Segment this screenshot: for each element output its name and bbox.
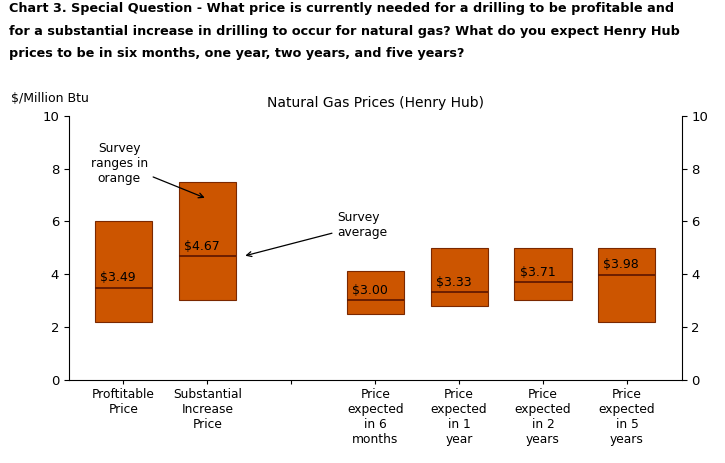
Text: $3.33: $3.33 [436,275,471,288]
Text: $3.71: $3.71 [520,266,555,279]
Bar [431,248,488,306]
Text: for a substantial increase in drilling to occur for natural gas? What do you exp: for a substantial increase in drilling t… [9,25,679,38]
Bar [598,248,655,322]
Bar [347,271,404,314]
Bar [95,221,152,322]
Text: prices to be in six months, one year, two years, and five years?: prices to be in six months, one year, tw… [9,47,464,60]
Title: Natural Gas Prices (Henry Hub): Natural Gas Prices (Henry Hub) [267,96,484,110]
Text: $3.49: $3.49 [100,271,136,284]
Text: $/Million Btu: $/Million Btu [11,92,88,105]
Text: $4.67: $4.67 [184,240,220,253]
Text: $3.00: $3.00 [352,284,388,297]
Text: $3.98: $3.98 [603,258,639,271]
Bar [515,248,571,300]
Text: Survey
ranges in
orange: Survey ranges in orange [91,142,204,198]
Bar [179,181,236,300]
Text: Survey
average: Survey average [247,211,388,257]
Text: Chart 3. Special Question - What price is currently needed for a drilling to be : Chart 3. Special Question - What price i… [9,2,674,15]
